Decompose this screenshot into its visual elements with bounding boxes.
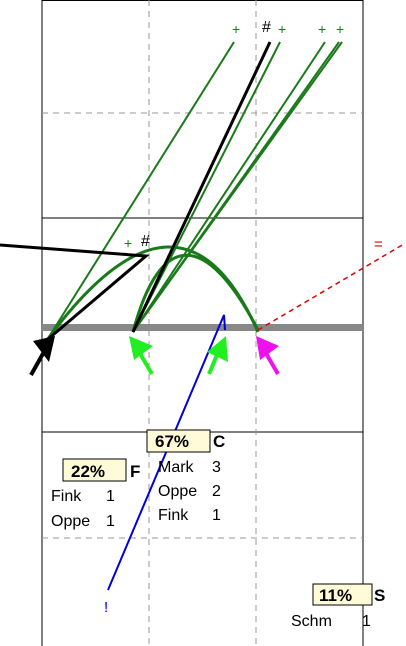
green-path — [132, 41, 326, 333]
group-f-row-count: 1 — [106, 513, 115, 530]
group-s-code: S — [374, 586, 385, 605]
plus-symbol: + — [318, 21, 326, 37]
group-c-row-name: Fink — [158, 507, 189, 524]
symbols: + # + + + + # = ! — [104, 19, 383, 616]
group-s-stats: 11% S Schm 1 — [291, 583, 385, 630]
black-path — [131, 41, 272, 333]
group-f-row-name: Oppe — [51, 513, 90, 530]
group-c-row-count: 1 — [212, 507, 221, 524]
green-path — [132, 41, 281, 333]
group-f-percent-box — [62, 458, 127, 482]
green-path — [46, 41, 235, 341]
player-arrow-magenta — [256, 336, 280, 376]
green-arc-2 — [131, 253, 260, 333]
exclaim-symbol: ! — [104, 599, 108, 616]
group-f-row-count: 1 — [106, 488, 115, 505]
group-f-code: F — [130, 462, 140, 481]
group-s-row-name: Schm — [291, 613, 332, 630]
player-arrow-green-2 — [207, 336, 228, 375]
plus-symbol: + — [124, 235, 132, 251]
net-band — [42, 324, 363, 331]
green-path — [132, 41, 340, 333]
group-c-row-name: Oppe — [158, 483, 197, 500]
plus-symbol: + — [232, 21, 240, 37]
group-c-percent: 67% — [155, 432, 189, 451]
group-f-stats: 22% F Fink 1 Oppe 1 — [51, 458, 140, 530]
player-arrow-green-1 — [129, 336, 154, 376]
player-arrow-black — [29, 336, 55, 376]
group-c-row-name: Mark — [158, 459, 195, 476]
hash-symbol: # — [141, 233, 150, 250]
group-c-row-count: 2 — [212, 483, 221, 500]
hash-symbol: # — [262, 19, 271, 36]
group-c-stats: 67% C Mark 3 Oppe 2 Fink 1 — [146, 429, 225, 524]
group-s-row-count: 1 — [362, 613, 371, 630]
equals-symbol: = — [374, 236, 383, 253]
green-trajectories — [46, 41, 343, 341]
group-c-row-count: 3 — [212, 459, 221, 476]
group-s-percent-box — [312, 583, 373, 606]
group-s-percent: 11% — [319, 586, 352, 605]
blue-trajectory — [107, 314, 226, 591]
group-c-code: C — [213, 432, 225, 451]
plus-symbol: + — [336, 21, 344, 37]
group-c-percent-box — [146, 429, 211, 453]
black-path — [0, 243, 150, 342]
group-f-row-name: Fink — [51, 488, 82, 505]
black-trajectories — [0, 41, 272, 342]
red-dashed-ray — [257, 243, 405, 331]
group-f-percent: 22% — [71, 462, 105, 481]
plus-symbol: + — [278, 21, 286, 37]
